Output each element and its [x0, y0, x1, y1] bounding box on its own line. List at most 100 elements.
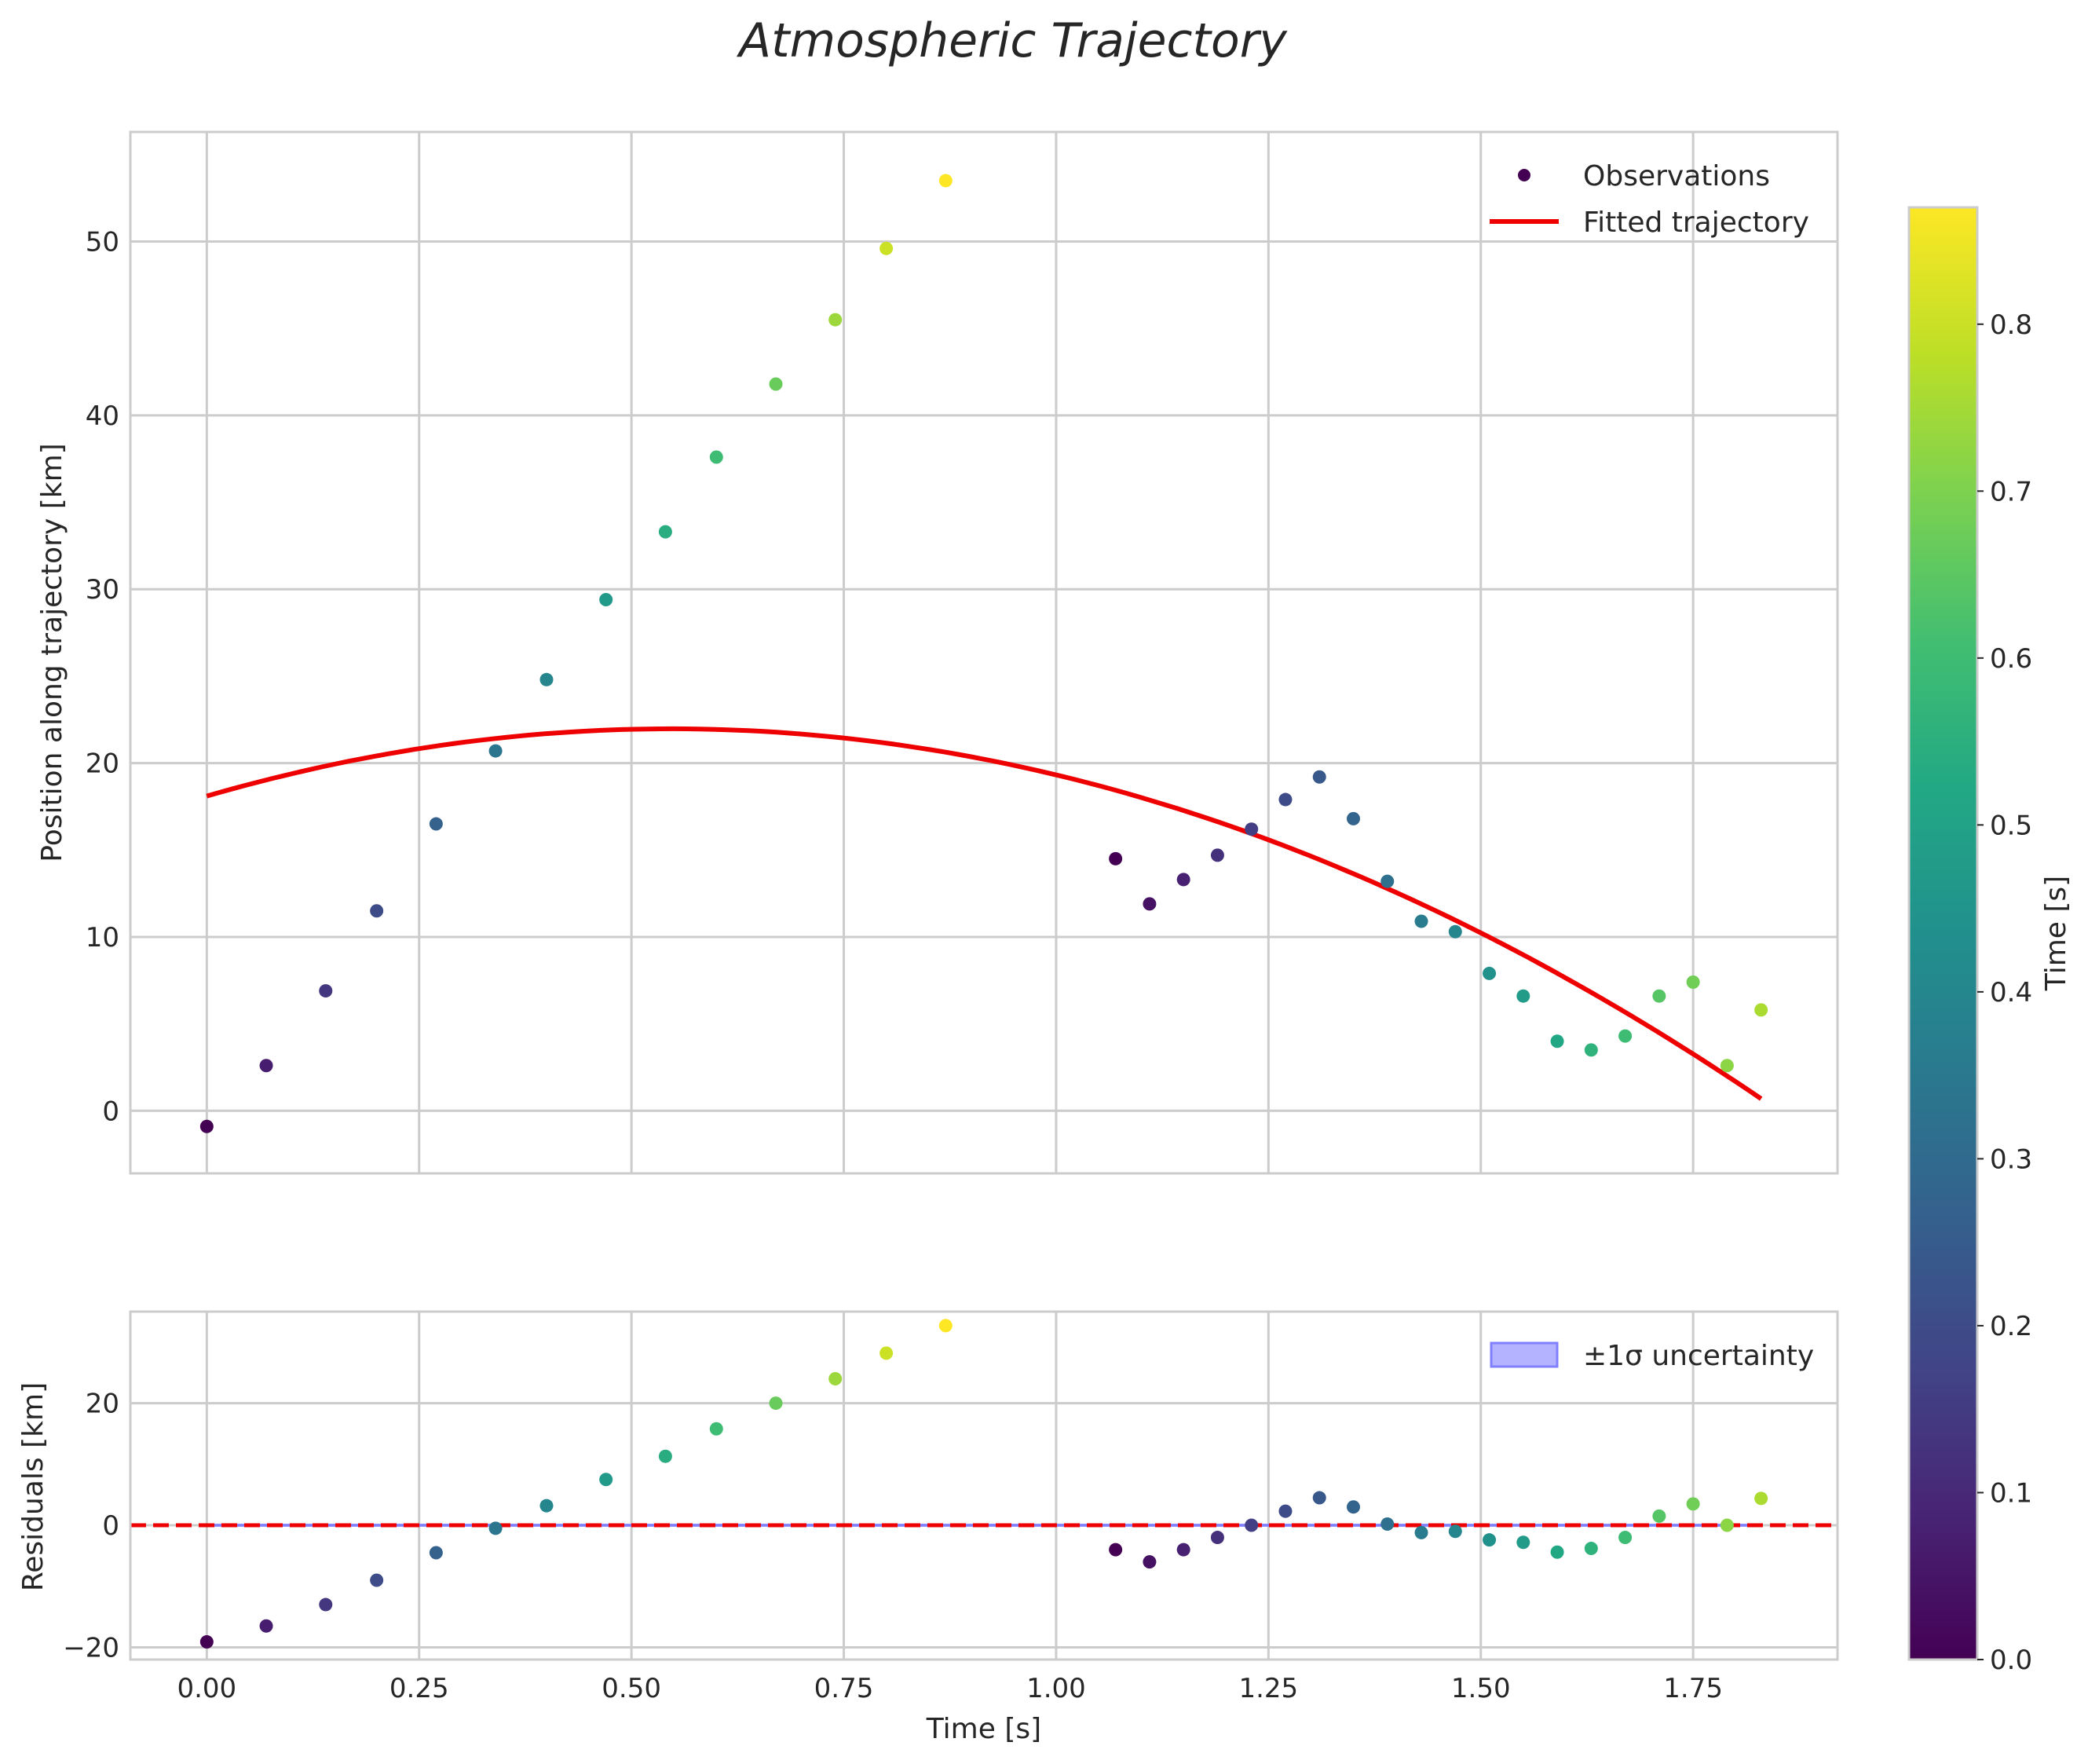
- observation-point: [1584, 1043, 1598, 1057]
- residual-point: [1380, 1517, 1395, 1531]
- x-tick-label: 0.25: [389, 1673, 449, 1704]
- observation-point: [658, 525, 672, 539]
- bottom-y-tick-label: 0: [102, 1510, 119, 1542]
- x-tick-label: 0.50: [602, 1673, 661, 1704]
- x-tick-label: 1.75: [1663, 1673, 1723, 1704]
- colorbar-gradient: [1907, 206, 1979, 1661]
- residual-point: [1278, 1504, 1293, 1518]
- colorbar-label: Time [s]: [2040, 876, 2072, 991]
- residual-point: [1652, 1509, 1666, 1523]
- observation-point: [769, 377, 783, 391]
- x-tick-label: 1.00: [1026, 1673, 1086, 1704]
- bottom-y-tick-label: 20: [86, 1389, 119, 1420]
- chart-title: Atmospheric Trajectory: [736, 13, 1288, 68]
- residual-point: [1584, 1542, 1598, 1556]
- top-legend: Observations Fitted trajectory: [1490, 160, 1809, 239]
- top-y-tick-label: 20: [86, 748, 119, 780]
- residual-point: [1618, 1531, 1633, 1545]
- residual-point: [429, 1546, 443, 1560]
- top-panel: 0 10 20 30 40 50 Position along trajectory [k…: [36, 130, 1839, 1175]
- observation-point: [1380, 874, 1395, 888]
- top-y-tick-label: 40: [86, 401, 119, 432]
- observation-point: [1312, 770, 1326, 784]
- observation-point: [199, 1119, 214, 1133]
- observation-point: [1754, 1003, 1768, 1017]
- observation-point: [1618, 1029, 1633, 1043]
- observation-point: [429, 817, 443, 831]
- observation-point: [1483, 966, 1497, 980]
- observation-point: [1414, 914, 1428, 928]
- observation-point: [1109, 851, 1123, 866]
- colorbar-tick-label: 0.6: [1990, 643, 2032, 675]
- residual-point: [709, 1422, 723, 1436]
- observation-point: [1176, 873, 1190, 887]
- colorbar-tick-label: 0.0: [1990, 1645, 2032, 1676]
- colorbar-tick-label: 0.7: [1990, 476, 2032, 507]
- observation-point: [1346, 811, 1360, 825]
- x-axis-label: Time [s]: [926, 1713, 1041, 1745]
- residual-point: [938, 1319, 953, 1333]
- residual-point: [259, 1619, 273, 1633]
- fitted-trajectory-line: [206, 726, 1763, 1101]
- residual-point: [539, 1499, 554, 1513]
- residual-point: [828, 1371, 843, 1385]
- top-y-tick-label: 30: [86, 574, 119, 606]
- x-tick-label: 1.25: [1238, 1673, 1298, 1704]
- observation-point: [1720, 1059, 1734, 1073]
- top-grid: [130, 132, 1838, 1173]
- residual-point: [1686, 1497, 1700, 1511]
- observation-point: [539, 672, 554, 686]
- residual-point: [370, 1573, 384, 1587]
- observation-point: [1210, 848, 1224, 862]
- bottom-legend: ±1σ uncertainty: [1490, 1340, 1814, 1372]
- bottom-y-tick-labels: −20 0 20: [63, 1389, 119, 1664]
- observation-point: [488, 744, 503, 758]
- residual-point: [1414, 1525, 1428, 1539]
- residual-points: [199, 1319, 1768, 1649]
- residual-point: [1483, 1533, 1497, 1547]
- bottom-y-axis-label: Residuals [km]: [17, 1382, 49, 1591]
- colorbar-tick-labels: 0.0 0.1 0.2 0.3 0.4 0.5 0.6 0.7 0.8: [1977, 309, 2032, 1676]
- observation-point: [1652, 989, 1666, 1003]
- observation-point: [1278, 792, 1293, 807]
- colorbar-tick-label: 0.5: [1990, 810, 2032, 841]
- residual-point: [319, 1597, 333, 1612]
- colorbar-tick-label: 0.1: [1990, 1477, 2032, 1509]
- residual-point: [1143, 1555, 1157, 1569]
- top-y-axis-label: Position along trajectory [km]: [36, 443, 68, 862]
- observation-point: [828, 313, 843, 327]
- colorbar-tick-label: 0.8: [1990, 309, 2032, 341]
- residual-point: [1754, 1491, 1768, 1506]
- residual-point: [1210, 1531, 1224, 1545]
- colorbar: 0.0 0.1 0.2 0.3 0.4 0.5 0.6 0.7 0.8 Time [s]: [1907, 206, 2072, 1676]
- residual-point: [1720, 1518, 1734, 1532]
- colorbar-tick-label: 0.4: [1990, 977, 2032, 1008]
- residual-point: [199, 1634, 214, 1649]
- observation-point: [1245, 822, 1259, 836]
- x-tick-labels: 0.00 0.25 0.50 0.75 1.00 1.25 1.50 1.75: [177, 1673, 1722, 1704]
- residual-point: [599, 1473, 613, 1487]
- top-y-tick-label: 10: [86, 922, 119, 953]
- observation-point: [1686, 975, 1700, 989]
- observation-point: [1516, 989, 1530, 1003]
- residual-point: [1516, 1535, 1530, 1550]
- observation-point: [319, 984, 333, 998]
- residual-point: [1550, 1545, 1564, 1559]
- residual-point: [1245, 1518, 1259, 1532]
- residual-point: [769, 1396, 783, 1411]
- top-y-tick-labels: 0 10 20 30 40 50: [86, 226, 119, 1127]
- residual-point: [879, 1346, 894, 1360]
- legend-observations-marker: [1518, 169, 1530, 181]
- observation-point: [370, 904, 384, 918]
- legend-fit-label: Fitted trajectory: [1583, 207, 1809, 239]
- top-y-tick-label: 0: [102, 1096, 119, 1127]
- observation-point: [599, 592, 613, 606]
- legend-observations-label: Observations: [1583, 160, 1770, 192]
- colorbar-tick-label: 0.3: [1990, 1144, 2032, 1175]
- x-tick-label: 0.00: [177, 1673, 236, 1704]
- colorbar-tick-label: 0.2: [1990, 1311, 2032, 1342]
- bottom-panel-frame: [129, 1310, 1839, 1661]
- residual-point: [658, 1449, 672, 1463]
